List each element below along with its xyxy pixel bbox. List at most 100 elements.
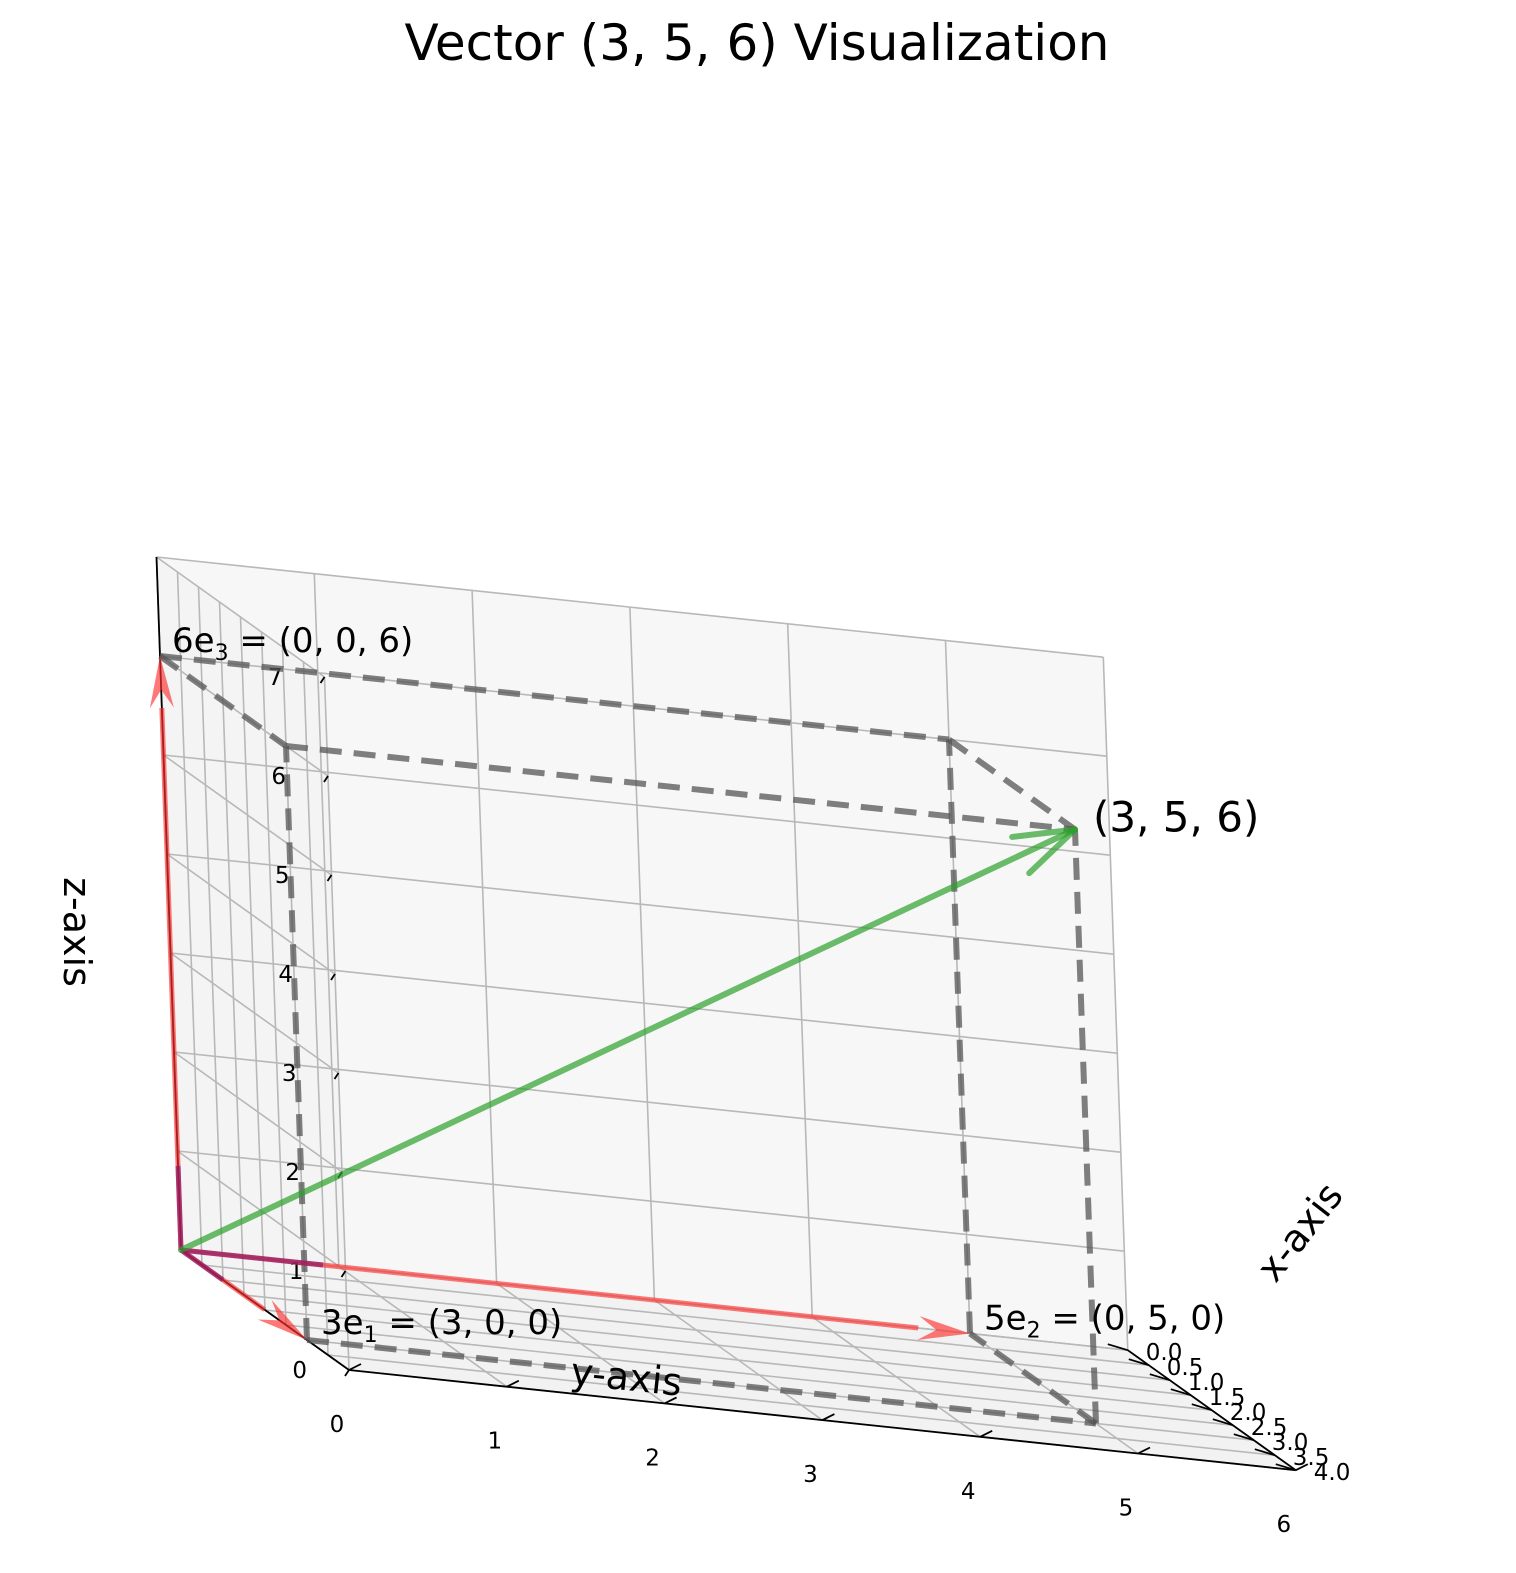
side-grid-line [323,676,350,1371]
z-tick-label: 3 [282,1061,297,1087]
annotations: 3e1 = (3, 0, 0) 5e2 = (0, 5, 0) 6e3 = (0, … [172,621,1259,1348]
projection-edge [947,737,1077,832]
y-tick-label: 6 [1276,1512,1291,1538]
z-tick-label: 6 [271,764,286,790]
x-tick-label: 3.0 [1272,1430,1309,1456]
main-vector-arrow-head [1026,826,1078,877]
side-grid-line [166,853,336,975]
side-grid-line [170,952,339,1074]
x-tick [1107,1343,1129,1352]
back-grid-line [1102,657,1129,1351]
floor-grid-line [811,1316,981,1438]
component-arrow-3-shaft [159,707,184,1251]
floor-grid-line [338,1266,508,1388]
projection-edge [946,739,973,1334]
x-tick-label: 1.5 [1209,1385,1246,1411]
y-tick-label: 5 [1119,1496,1134,1522]
z-axis-label: z-axis [55,877,99,987]
back-grid-line [156,556,1104,658]
projection-edge [306,1337,1097,1427]
chart-title: Vector (3, 5, 6) Visualization [405,14,1110,72]
component-label-3: 6e3 = (0, 0, 6) [172,621,413,666]
origin-overlap [175,1165,184,1251]
z-tick [333,1072,340,1080]
x-tick [1275,1463,1297,1472]
z-tick [340,1270,347,1278]
origin-overlap [180,1247,324,1268]
z-tick-label: 2 [285,1160,300,1186]
y-tick-label: 0 [330,1412,345,1438]
x-tick [1128,1358,1150,1367]
component-label-2: 5e2 = (0, 5, 0) [984,1299,1225,1344]
z-tick-label: 1 [289,1259,304,1285]
component-arrow-3-head [149,656,174,709]
y-tick [506,1379,520,1388]
y-tick [348,1363,362,1371]
x-tick-label: 1.0 [1188,1370,1225,1396]
x-tick-label: 2.5 [1251,1415,1288,1441]
x-tick-label: 4.0 [1314,1460,1351,1486]
component-label-1: 3e1 = (3, 0, 0) [321,1303,562,1348]
z-tick-label: 0 [292,1358,307,1384]
z-tick [319,676,326,684]
side-grid-line [197,586,224,1281]
side-grid-line [156,556,325,678]
y-tick [979,1429,993,1438]
x-tick-label: 3.5 [1293,1445,1330,1471]
z-tick [326,874,333,882]
z-tick-label: 5 [275,863,290,889]
y-tick-label: 4 [961,1479,976,1505]
side-grid-line [176,571,203,1266]
side-grid-line [302,661,329,1356]
x-tick [1149,1373,1171,1382]
component-arrow-2-head [917,1316,970,1340]
side-grid-line [239,616,266,1311]
x-axis-label: x-axis [1248,1174,1352,1290]
back-grid-line [786,623,813,1317]
main-vector-arrow [178,826,1078,1253]
z-tick-label: 4 [278,962,293,988]
side-grid-line [218,601,245,1296]
main-vector-arrow-shaft [178,826,1078,1253]
z-tick [323,775,329,783]
x-tick [1170,1388,1192,1397]
back-grid-line [471,590,498,1284]
y-tick [821,1413,835,1421]
x-tick-label: 0.5 [1167,1355,1204,1381]
z-tick [344,1369,350,1377]
y-tick [1295,1463,1309,1472]
side-grid-line [173,1051,343,1173]
x-tick [1233,1433,1255,1442]
projection-edge [285,743,1076,833]
z-tick [330,973,336,981]
y-tick [1137,1446,1151,1455]
back-grid-line [629,607,656,1301]
vector-label: (3, 5, 6) [1093,793,1259,842]
y-tick-label: 3 [803,1462,818,1488]
x-tick [1191,1403,1213,1412]
y-tick [664,1396,678,1405]
projection-edge [158,653,288,749]
side-grid-line [163,754,332,876]
x-tick-label: 2.0 [1230,1400,1267,1426]
projection-edge [283,745,310,1341]
x-tick-label: 0.0 [1146,1340,1183,1366]
component-arrow-3 [149,656,184,1251]
vectors [149,656,1078,1340]
origin-overlap [179,1247,225,1283]
projection-edge [968,1331,1098,1426]
y-tick-label: 1 [487,1429,502,1455]
side-grid-line [260,631,287,1326]
y-tick-label: 2 [645,1445,660,1471]
back-grid-line [313,573,340,1267]
main-vector-arrow-head [1009,826,1078,840]
x-tick [1212,1418,1234,1427]
projection-edge [1072,829,1099,1424]
tick-marks: 0123456701234560.00.51.01.52.02.53.03.54… [268,665,1351,1538]
projection-edge [159,653,950,743]
floor-grid-line [653,1299,823,1421]
floor-grid-line [496,1282,666,1405]
projection-box [158,653,1099,1427]
x-tick [1254,1448,1276,1457]
